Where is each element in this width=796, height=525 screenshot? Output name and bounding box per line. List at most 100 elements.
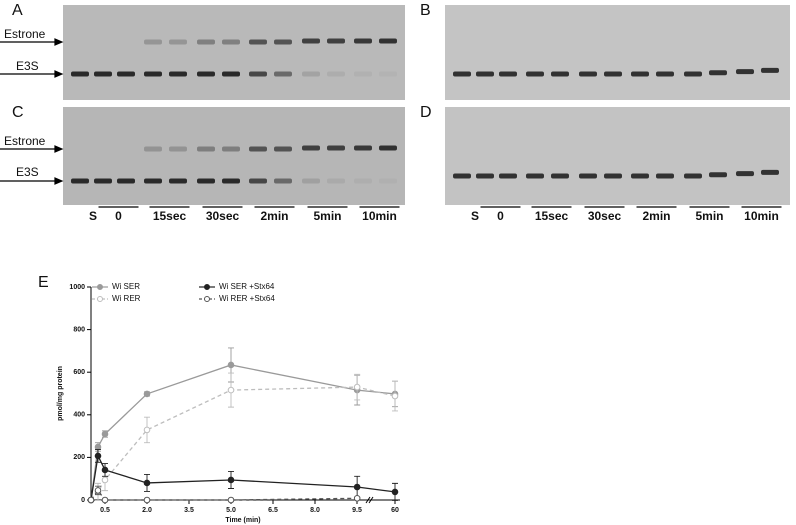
- band-label: E3S: [16, 165, 39, 179]
- band: [197, 71, 215, 77]
- band: [302, 145, 320, 151]
- band: [169, 39, 187, 45]
- lane-label: 15sec: [535, 209, 569, 223]
- x-tick-label: 2.0: [142, 507, 152, 514]
- band: [499, 173, 517, 179]
- x-tick-label: 60: [391, 507, 399, 514]
- point: [353, 494, 361, 502]
- band: [354, 71, 372, 77]
- legend-label: Wi SER: [112, 282, 140, 291]
- point: [101, 430, 109, 438]
- point: [101, 466, 109, 474]
- lane-label: 15sec: [153, 209, 187, 223]
- band: [302, 178, 320, 184]
- band: [222, 146, 240, 152]
- point: [94, 487, 102, 494]
- band: [354, 38, 372, 44]
- band: [551, 71, 569, 77]
- band: [94, 71, 112, 77]
- band: [736, 69, 754, 75]
- legend-label: Wi RER: [112, 294, 141, 303]
- lane-label: S: [89, 209, 97, 223]
- band: [499, 71, 517, 77]
- point: [101, 496, 109, 504]
- x-tick-label: 0.5: [100, 507, 110, 514]
- x-axis-label: Time (min): [225, 517, 260, 524]
- axis-break: [368, 496, 374, 504]
- band: [169, 71, 187, 77]
- band: [476, 71, 494, 77]
- band: [71, 178, 89, 184]
- arrows: [0, 38, 64, 185]
- band: [379, 71, 397, 77]
- band: [197, 178, 215, 184]
- band-label: Estrone: [4, 134, 46, 148]
- point: [101, 476, 109, 484]
- y-tick-label: 600: [73, 369, 85, 376]
- point: [227, 496, 235, 504]
- y-tick-label: 1000: [69, 284, 85, 291]
- lane-label: 30sec: [588, 209, 622, 223]
- x-tick-label: 5.0: [226, 507, 236, 514]
- band: [197, 146, 215, 152]
- band: [379, 38, 397, 44]
- band: [117, 178, 135, 184]
- lane-label: 5min: [313, 209, 341, 223]
- band: [453, 71, 471, 77]
- band: [476, 173, 494, 179]
- legend-marker: [97, 296, 103, 302]
- band-label: E3S: [16, 59, 39, 73]
- band: [249, 146, 267, 152]
- legend-label: Wi RER +Stx64: [219, 294, 275, 303]
- band: [709, 70, 727, 76]
- band: [117, 71, 135, 77]
- band: [327, 178, 345, 184]
- gel-a: [63, 5, 405, 100]
- y-tick-label: 400: [73, 412, 85, 419]
- point: [143, 390, 151, 398]
- band: [379, 178, 397, 184]
- band: [274, 39, 292, 45]
- band: [94, 178, 112, 184]
- lane-label: 5min: [695, 209, 723, 223]
- band: [631, 173, 649, 179]
- band: [684, 71, 702, 77]
- band: [631, 71, 649, 77]
- band: [274, 71, 292, 77]
- y-tick-label: 0: [81, 497, 85, 504]
- band: [551, 173, 569, 179]
- gel-d: [445, 107, 790, 205]
- lane-label: 2min: [260, 209, 288, 223]
- point: [143, 426, 151, 434]
- point: [227, 476, 235, 484]
- band: [327, 145, 345, 151]
- x-tick-label: 8.0: [310, 507, 320, 514]
- band: [579, 173, 597, 179]
- band: [656, 173, 674, 179]
- point: [227, 361, 235, 369]
- band: [526, 173, 544, 179]
- legend-label: Wi SER +Stx64: [219, 282, 275, 291]
- point: [143, 496, 151, 504]
- band: [579, 71, 597, 77]
- lane-label: 0: [497, 209, 504, 223]
- panel-label: A: [12, 2, 23, 19]
- panel-label: D: [420, 104, 432, 121]
- band: [327, 38, 345, 44]
- band: [249, 39, 267, 45]
- gel-b: [445, 5, 790, 100]
- band: [249, 71, 267, 77]
- lane-label: S: [471, 209, 479, 223]
- x-tick-label: 3.5: [184, 507, 194, 514]
- point: [94, 443, 102, 451]
- point: [391, 488, 399, 496]
- axis-break: [365, 496, 371, 504]
- band: [274, 146, 292, 152]
- point: [353, 383, 361, 391]
- band: [302, 38, 320, 44]
- band: [656, 71, 674, 77]
- panel-label: E: [38, 274, 49, 291]
- lane-label: 2min: [642, 209, 670, 223]
- lane-label: 0: [115, 209, 122, 223]
- panel-label: C: [12, 104, 24, 121]
